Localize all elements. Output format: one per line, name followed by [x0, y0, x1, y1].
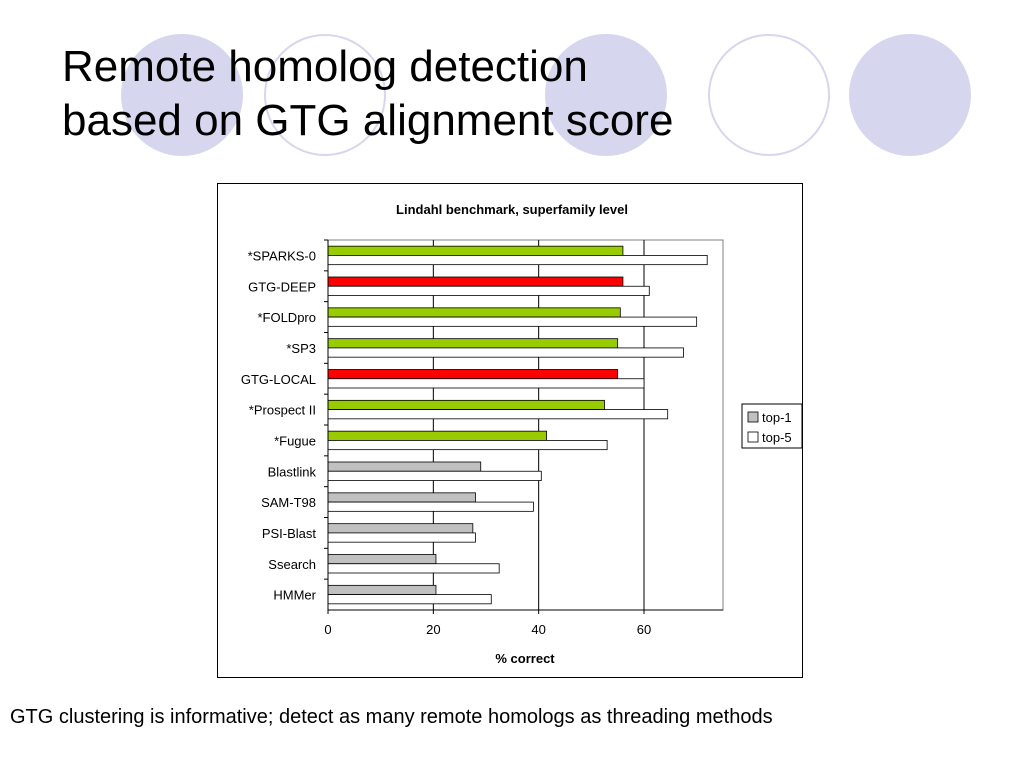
category-label: *SPARKS-0 — [248, 248, 316, 263]
slide-title-line-2: based on GTG alignment score — [62, 96, 674, 145]
bar-chart: Lindahl benchmark, superfamily level 0 20… — [241, 202, 803, 666]
bar-top-1 — [327, 584, 437, 595]
legend-swatch — [747, 411, 759, 423]
bar-top-1 — [327, 307, 621, 318]
chart-title: Lindahl benchmark, superfamily level — [396, 202, 628, 217]
bar-top-1 — [327, 338, 619, 349]
category-label: PSI-Blast — [262, 526, 317, 541]
bar-top-5 — [327, 563, 500, 574]
bar-top-5 — [327, 255, 708, 266]
bar-top-5 — [327, 316, 698, 327]
chart-legend: top-1 top-5 — [741, 403, 803, 449]
bar-top-1 — [327, 523, 474, 534]
category-label: SAM-T98 — [261, 495, 316, 510]
chart-frame: Lindahl benchmark, superfamily level 0 20… — [217, 183, 803, 678]
category-label: *FOLDpro — [257, 310, 316, 325]
bar-top-5 — [327, 409, 669, 420]
x-tick-label: 40 — [531, 622, 545, 637]
category-label: HMMer — [273, 588, 316, 603]
bar-top-1 — [327, 369, 619, 380]
bar-top-5 — [327, 532, 476, 543]
decor-circle-3 — [545, 34, 667, 156]
legend-label: top-1 — [762, 410, 792, 425]
category-label: *Prospect II — [249, 403, 316, 418]
x-tick-label: 0 — [324, 622, 331, 637]
chart-axes: 0 20 40 60 — [324, 239, 723, 637]
slide-title-line-1: Remote homolog detection — [62, 42, 588, 91]
x-axis-label: % correct — [495, 651, 555, 666]
x-tick-label: 20 — [426, 622, 440, 637]
decor-circle-2 — [264, 34, 386, 156]
bar-top-1 — [327, 554, 437, 565]
bar-top-5 — [327, 285, 650, 296]
legend-label: top-5 — [762, 430, 792, 445]
bar-top-1 — [327, 276, 624, 287]
category-label: GTG-DEEP — [248, 279, 316, 294]
chart-category-labels: *SPARKS-0 GTG-DEEP *FOLDpro *SP3 GTG-LOCAL *P… — [241, 248, 317, 602]
bar-top-5 — [327, 594, 492, 605]
chart-bars — [327, 245, 708, 605]
bar-top-5 — [327, 378, 645, 389]
bar-top-1 — [327, 492, 476, 503]
bar-top-1 — [327, 245, 624, 256]
x-tick-label: 60 — [637, 622, 651, 637]
slide-caption: GTG clustering is informative; detect as… — [10, 706, 773, 728]
slide-title: Remote homolog detection based on GTG al… — [62, 40, 673, 148]
category-label: *SP3 — [286, 341, 316, 356]
category-label: Blastlink — [268, 464, 317, 479]
bar-top-5 — [327, 470, 542, 481]
decor-circle-1 — [121, 34, 243, 156]
bar-top-5 — [327, 440, 608, 451]
bar-top-5 — [327, 501, 534, 512]
category-label: *Fugue — [274, 433, 316, 448]
bar-top-1 — [327, 399, 605, 410]
decor-circle-5 — [849, 34, 971, 156]
category-label: Ssearch — [268, 557, 316, 572]
bar-top-1 — [327, 461, 482, 472]
bar-top-5 — [327, 347, 684, 358]
category-label: GTG-LOCAL — [241, 372, 316, 387]
legend-swatch — [747, 431, 759, 443]
decor-circle-4 — [708, 34, 830, 156]
bar-top-1 — [327, 430, 547, 441]
